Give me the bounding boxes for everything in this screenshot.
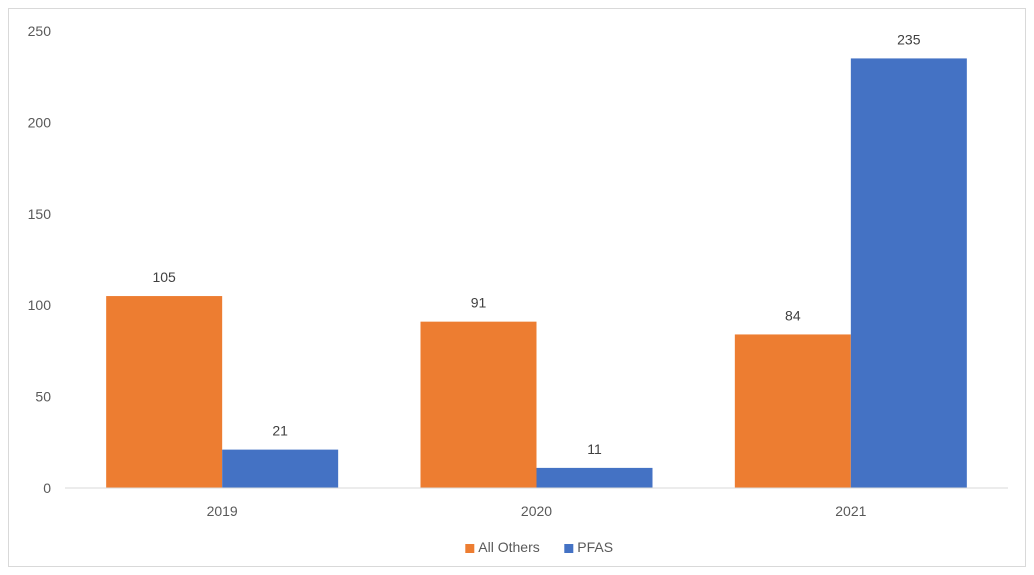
legend-swatch-all-others — [465, 544, 475, 553]
legend-label-pfas: PFAS — [577, 539, 613, 555]
y-tick-label: 50 — [35, 389, 51, 405]
y-tick-label: 250 — [28, 23, 52, 39]
bars — [106, 58, 967, 489]
data-label: 235 — [897, 31, 921, 47]
bar-all-others-2021 — [734, 334, 851, 488]
data-label: 105 — [152, 269, 176, 285]
x-tick-label: 2021 — [835, 503, 866, 519]
bar-pfas-2021 — [850, 58, 967, 489]
data-label: 84 — [785, 307, 801, 323]
data-label: 11 — [587, 441, 602, 457]
bar-all-others-2020 — [420, 321, 537, 488]
y-tick-label: 200 — [28, 114, 52, 130]
data-label: 21 — [272, 423, 288, 439]
x-tick-label: 2020 — [521, 503, 552, 519]
data-label: 91 — [471, 295, 487, 311]
x-axis-ticks: 2019 2020 2021 — [207, 503, 867, 519]
legend: All Others PFAS — [465, 539, 613, 555]
x-tick-label: 2019 — [207, 503, 238, 519]
bar-pfas-2019 — [222, 449, 339, 488]
bar-all-others-2019 — [106, 296, 223, 488]
y-tick-label: 100 — [28, 297, 52, 313]
y-axis-ticks: 0 50 100 150 200 250 — [28, 23, 52, 496]
y-tick-label: 150 — [28, 206, 52, 222]
bar-pfas-2020 — [536, 467, 653, 488]
legend-swatch-pfas — [564, 544, 574, 553]
data-labels: 105 21 91 11 84 235 — [152, 31, 920, 456]
y-tick-label: 0 — [43, 480, 51, 496]
legend-label-all-others: All Others — [478, 539, 539, 555]
